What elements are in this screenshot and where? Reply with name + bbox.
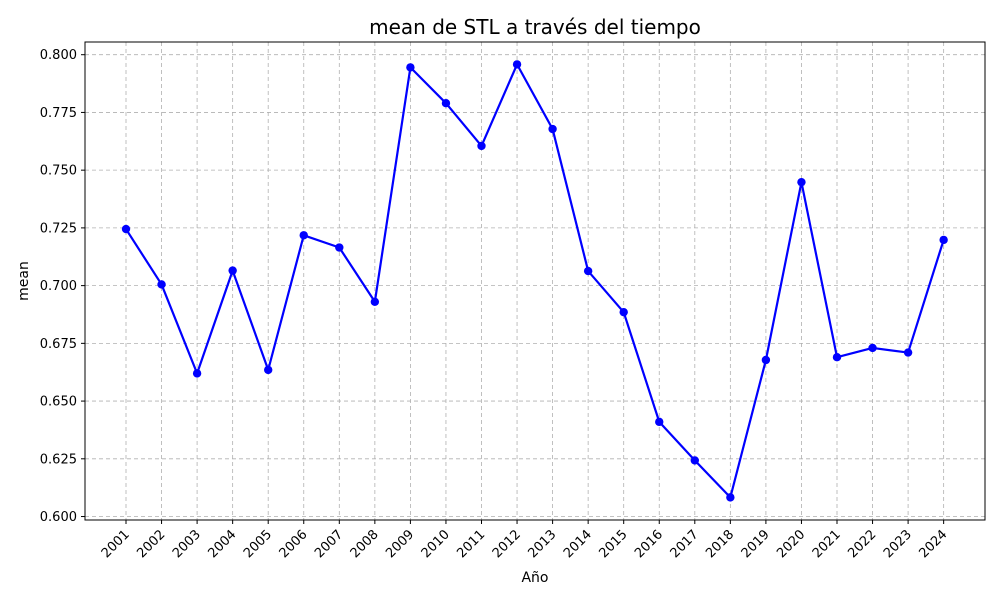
x-tick-label: 2002: [134, 527, 168, 561]
y-tick-label: 0.650: [40, 395, 77, 410]
data-point: [939, 235, 948, 245]
data-point: [157, 280, 166, 289]
x-tick-label: 2015: [597, 527, 631, 561]
x-tick-label: 2021: [810, 527, 844, 561]
data-point: [121, 224, 131, 234]
data-point: [903, 348, 913, 357]
data-point: [832, 353, 842, 362]
x-axis-ticks: 2001 2002 2003 2004 2005 2006 2007 2008 2009 2010…: [99, 520, 950, 561]
x-tick-label: 2018: [703, 527, 737, 561]
y-tick-label: 0.725: [40, 221, 77, 236]
x-tick-label: 2013: [525, 527, 559, 561]
data-point: [441, 98, 451, 108]
data-point: [512, 60, 522, 69]
data-point: [619, 307, 628, 317]
x-tick-label: 2009: [383, 527, 417, 561]
data-point: [797, 177, 806, 187]
x-tick-label: 2022: [845, 527, 879, 561]
x-tick-label: 2004: [205, 527, 239, 561]
data-point: [868, 343, 877, 353]
data-point: [335, 243, 344, 252]
x-tick-label: 2005: [241, 527, 275, 561]
x-tick-label: 2020: [774, 527, 808, 561]
y-tick-label: 0.750: [40, 164, 77, 179]
y-axis-label: mean: [16, 261, 32, 301]
x-tick-label: 2012: [490, 527, 524, 561]
x-tick-label: 2017: [668, 527, 702, 561]
x-tick-label: 2014: [561, 527, 595, 561]
data-point: [477, 141, 486, 151]
x-tick-label: 2023: [881, 527, 915, 561]
data-point: [264, 365, 273, 375]
plot-frame: [84, 41, 986, 521]
x-tick-label: 2019: [739, 527, 773, 561]
x-tick-label: 2011: [454, 527, 488, 561]
x-tick-label: 2007: [312, 527, 346, 561]
data-point: [761, 355, 771, 365]
series-layer: [121, 60, 948, 502]
data-point: [299, 231, 308, 240]
y-axis-ticks: 0.600 0.625 0.650 0.675 0.700 0.725 0.750 0.775…: [40, 48, 85, 525]
data-point: [228, 266, 237, 275]
data-point: [726, 493, 735, 502]
x-tick-label: 2008: [348, 527, 382, 561]
data-point: [370, 297, 380, 306]
chart-title: mean de STL a través del tiempo: [369, 15, 701, 39]
x-tick-label: 2010: [419, 527, 453, 561]
data-point: [548, 124, 557, 134]
y-tick-label: 0.775: [40, 106, 77, 121]
y-tick-label: 0.700: [40, 279, 77, 294]
x-tick-label: 2006: [277, 527, 311, 561]
data-point: [192, 369, 202, 378]
data-point: [690, 456, 699, 465]
grid-layer: [85, 42, 985, 520]
x-axis-label: Año: [521, 570, 548, 586]
y-tick-label: 0.625: [40, 452, 77, 467]
x-tick-label: 2024: [916, 527, 950, 561]
data-point: [655, 417, 664, 427]
y-tick-label: 0.800: [40, 48, 77, 63]
data-point: [406, 63, 415, 72]
series-line: [125, 63, 945, 499]
x-tick-label: 2003: [170, 527, 204, 561]
x-tick-label: 2016: [632, 527, 666, 561]
x-tick-label: 2001: [99, 527, 133, 561]
y-tick-label: 0.675: [40, 337, 77, 352]
y-tick-label: 0.600: [40, 510, 77, 525]
data-point: [583, 266, 593, 276]
